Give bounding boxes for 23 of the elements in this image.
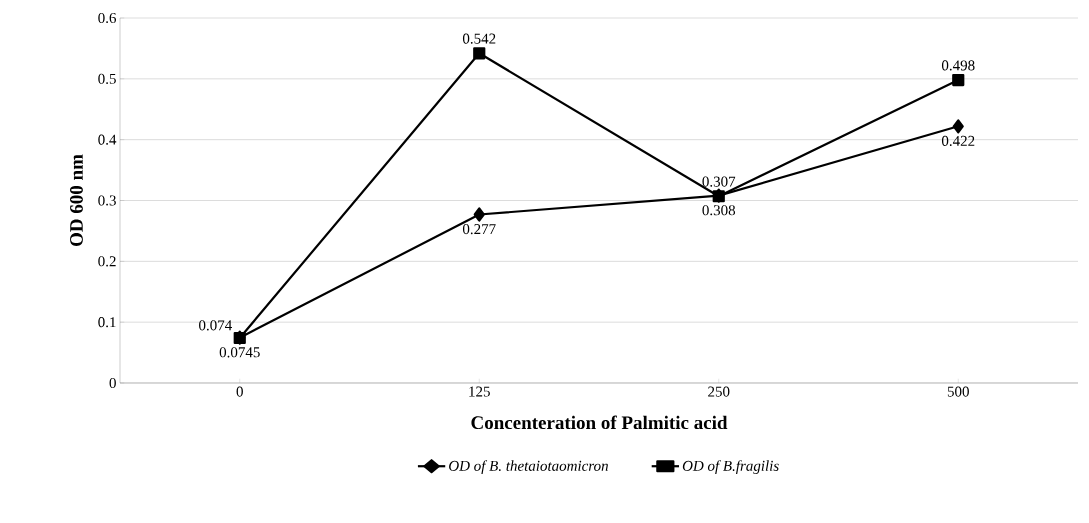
data-label: 0.498	[941, 60, 975, 71]
y-tick-label: 0.5	[98, 73, 116, 84]
data-label: 0.0745	[219, 347, 260, 358]
y-axis-title: OD 600 nm	[70, 154, 83, 247]
legend-label: OD of B. thetaiotaomicron	[449, 460, 608, 474]
x-tick-label: 0	[236, 386, 243, 397]
x-tick-label: 250	[708, 386, 730, 397]
legend-label: OD of B.fragilis	[682, 460, 779, 474]
x-tick-label: 125	[469, 386, 490, 397]
data-label: 0.308	[702, 205, 736, 216]
x-axis-title: Concenteration of Palmitic acid	[471, 415, 728, 430]
y-tick-label: 0.4	[98, 134, 117, 145]
data-label: 0.307	[702, 176, 736, 187]
y-tick-label: 0.3	[98, 195, 116, 206]
data-label: 0.074	[199, 320, 232, 331]
y-tick-label: 0	[109, 377, 116, 389]
x-tick-label: 500	[947, 386, 969, 397]
y-tick-label: 0.2	[98, 256, 116, 267]
y-tick-label: 0.1	[98, 317, 116, 328]
data-label: 0.277	[462, 224, 496, 235]
y-tick-label: 0.6	[98, 12, 117, 24]
data-label: 0.542	[462, 33, 496, 44]
data-label: 0.422	[941, 135, 975, 147]
